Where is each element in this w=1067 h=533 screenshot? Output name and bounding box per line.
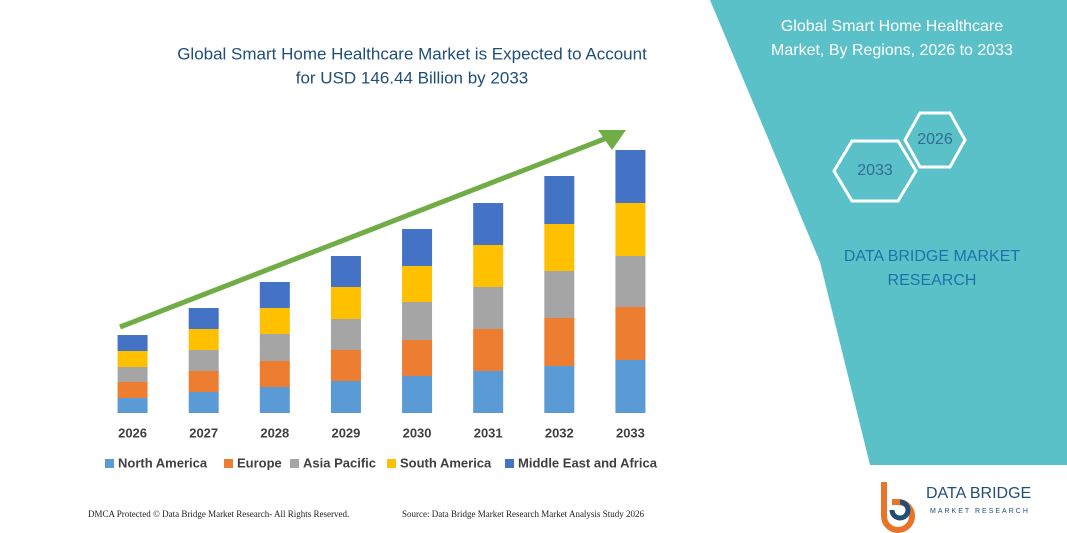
x-tick-label: 2033 (616, 425, 645, 440)
bar-segment (117, 335, 148, 351)
legend-label: Middle East and Africa (518, 455, 658, 470)
x-tick-label: 2027 (189, 425, 218, 440)
bar-segment (330, 350, 361, 381)
bar-segment (615, 150, 646, 203)
chart-title: Global Smart Home Healthcare Market is E… (177, 44, 647, 63)
bar-segment (615, 256, 646, 307)
legend-label: Europe (237, 455, 282, 470)
legend-swatch (224, 459, 233, 468)
bar-segment (117, 382, 148, 398)
bar-segment (473, 329, 504, 371)
bar-segment (402, 229, 433, 266)
x-tick-label: 2026 (118, 425, 147, 440)
trend-arrow (119, 133, 613, 330)
legend-swatch (105, 459, 114, 468)
bar-segment (330, 256, 361, 287)
bar-segment (615, 360, 646, 413)
x-tick-label: 2028 (260, 425, 289, 440)
legend-label: North America (118, 455, 208, 470)
bar-segment (615, 203, 646, 256)
bar-segment (117, 351, 148, 367)
bar-segment (330, 319, 361, 350)
bar-segment (188, 350, 219, 371)
bar-segment (188, 371, 219, 392)
panel-title: Global Smart Home Healthcare (781, 18, 1003, 35)
bar-segment (473, 245, 504, 287)
bar-segment (402, 376, 433, 413)
bar-segment (330, 381, 361, 413)
hexagon (903, 111, 967, 169)
bar-segment (330, 287, 361, 319)
bar-segment (117, 398, 148, 413)
chart: 2026 2027 2028 2029 2030 2031 2032 2033 North Am… (105, 150, 658, 470)
bar-segment (615, 307, 646, 360)
hexagon-label: 2033 (857, 162, 893, 179)
x-tick-label: 2030 (403, 425, 432, 440)
x-tick-label: 2032 (545, 425, 574, 440)
footer-left: DMCA Protected © Data Bridge Market Rese… (88, 509, 349, 519)
bar-segment (188, 329, 219, 350)
bar-segment (259, 308, 290, 334)
bar-segment (117, 367, 148, 382)
bar-segment (259, 361, 290, 387)
hexagon (832, 139, 918, 203)
bar-segment (473, 371, 504, 413)
bar-segment (259, 282, 290, 308)
legend-swatch (505, 459, 514, 468)
panel-title: Market, By Regions, 2026 to 2033 (771, 42, 1013, 59)
legend-label: South America (400, 455, 492, 470)
logo-name: DATA BRIDGE (926, 485, 1031, 502)
x-tick-label: 2031 (474, 425, 503, 440)
hexagons (832, 111, 967, 203)
footer-right: Source: Data Bridge Market Research Mark… (402, 509, 644, 519)
bar-segment (544, 271, 575, 318)
bar-segment (544, 224, 575, 271)
x-tick-label: 2029 (331, 425, 360, 440)
bar-segment (188, 392, 219, 413)
legend-label: Asia Pacific (303, 455, 376, 470)
logo-tagline: MARKET RESEARCH (930, 508, 1030, 515)
bar-segment (188, 308, 219, 329)
chart-title: for USD 146.44 Billion by 2033 (296, 68, 528, 87)
bar-segment (544, 318, 575, 366)
logo (881, 482, 915, 533)
hexagon-label: 2026 (917, 131, 953, 148)
bar-segment (402, 340, 433, 376)
bar-segment (473, 287, 504, 329)
legend-swatch (290, 459, 299, 468)
bar-segment (473, 203, 504, 245)
bar-segment (544, 176, 575, 224)
brand-text: DATA BRIDGE MARKET (844, 248, 1021, 265)
bar-segment (259, 387, 290, 413)
trend-arrow-head (598, 130, 626, 150)
bar-segment (402, 302, 433, 340)
brand-text: RESEARCH (888, 272, 977, 289)
side-panel (710, 0, 1067, 465)
legend-swatch (387, 459, 396, 468)
bar-segment (544, 366, 575, 413)
logo-icon (889, 499, 911, 521)
bar-segment (402, 266, 433, 302)
bar-segment (259, 334, 290, 361)
